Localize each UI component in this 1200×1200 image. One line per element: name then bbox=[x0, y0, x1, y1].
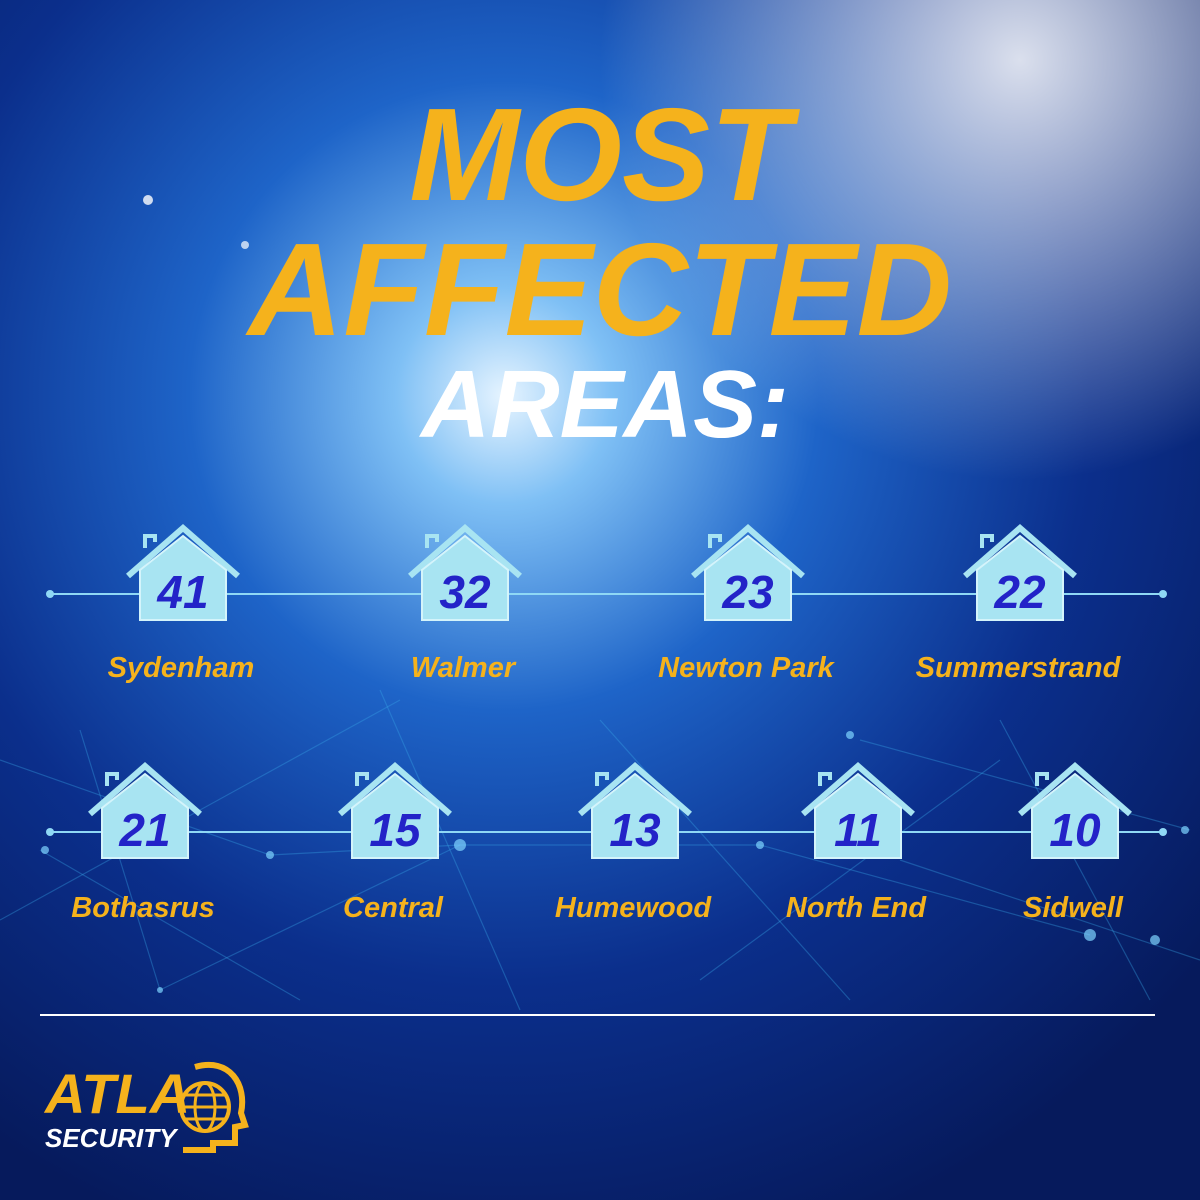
timeline-end bbox=[1159, 828, 1167, 836]
house-roof bbox=[578, 762, 692, 817]
area-item: 13 Humewood bbox=[555, 762, 713, 924]
area-name: Newton Park bbox=[658, 652, 836, 684]
area-item: 21 Bothasrus bbox=[71, 762, 215, 924]
area-name: Bothasrus bbox=[71, 892, 214, 924]
house-chimney bbox=[143, 534, 157, 548]
house-roof bbox=[801, 762, 915, 817]
area-count: 41 bbox=[156, 566, 208, 618]
house-body bbox=[1031, 772, 1119, 859]
area-name: Summerstrand bbox=[916, 652, 1122, 684]
house-body bbox=[704, 534, 792, 621]
area-count: 13 bbox=[609, 804, 661, 856]
house-roof bbox=[126, 524, 240, 579]
title-line: AFFECTED bbox=[245, 216, 952, 363]
area-item: 10 Sidwell bbox=[1018, 762, 1132, 924]
house-roof bbox=[338, 762, 452, 817]
house-chimney bbox=[980, 534, 994, 548]
sparkle bbox=[143, 195, 153, 205]
house-chimney bbox=[1035, 772, 1049, 786]
area-count: 23 bbox=[721, 566, 774, 618]
area-item: 32 Walmer bbox=[408, 524, 522, 684]
house-body bbox=[421, 534, 509, 621]
house-roof bbox=[408, 524, 522, 579]
logo-globe bbox=[179, 1062, 249, 1153]
house-chimney bbox=[595, 772, 609, 786]
house-chimney bbox=[105, 772, 119, 786]
area-count: 22 bbox=[993, 566, 1046, 618]
area-item: 41 Sydenham bbox=[108, 524, 255, 684]
area-count: 11 bbox=[834, 804, 882, 856]
house-roof bbox=[1018, 762, 1132, 817]
house-chimney bbox=[708, 534, 722, 548]
network-lines bbox=[0, 689, 1200, 1011]
area-item: 22 Summerstrand bbox=[916, 524, 1122, 684]
network-nodes bbox=[41, 731, 1189, 993]
logo-tagline: SECURITY bbox=[45, 1123, 179, 1153]
house-body bbox=[351, 772, 439, 859]
house-body bbox=[591, 772, 679, 859]
timeline-end bbox=[46, 828, 54, 836]
house-chimney bbox=[355, 772, 369, 786]
area-name: Walmer bbox=[411, 652, 517, 684]
area-name: Central bbox=[343, 892, 444, 924]
area-name: Sidwell bbox=[1023, 892, 1124, 924]
house-roof bbox=[963, 524, 1077, 579]
house-body bbox=[814, 772, 902, 859]
area-count: 15 bbox=[369, 804, 422, 856]
area-item: 23 Newton Park bbox=[658, 524, 836, 684]
area-item: 15 Central bbox=[338, 762, 452, 924]
timeline-end bbox=[1159, 590, 1167, 598]
timeline-end bbox=[46, 590, 54, 598]
house-roof bbox=[88, 762, 202, 817]
area-item: 11 North End bbox=[786, 762, 927, 924]
house-body bbox=[101, 772, 189, 859]
area-name: North End bbox=[786, 892, 927, 924]
house-chimney bbox=[818, 772, 832, 786]
house-body bbox=[139, 534, 227, 621]
area-count: 21 bbox=[118, 804, 170, 856]
sparkle bbox=[241, 241, 249, 249]
house-chimney bbox=[425, 534, 439, 548]
area-name: Humewood bbox=[555, 892, 713, 924]
logo: ATLA SECURITY bbox=[43, 1062, 249, 1153]
area-name: Sydenham bbox=[108, 652, 255, 684]
area-count: 32 bbox=[439, 566, 491, 618]
house-roof bbox=[691, 524, 805, 579]
title-line: MOST bbox=[409, 81, 800, 228]
area-count: 10 bbox=[1049, 804, 1101, 856]
title-line: AREAS: bbox=[419, 351, 789, 458]
logo-name: ATLA bbox=[43, 1062, 190, 1125]
house-body bbox=[976, 534, 1064, 621]
